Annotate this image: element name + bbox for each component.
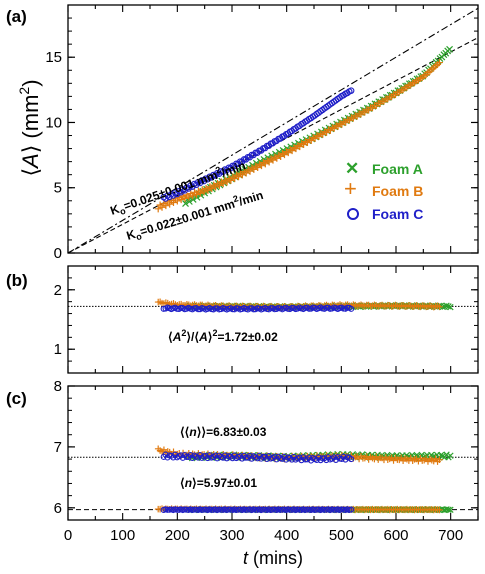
- panel-c-y-axis: 6 7 8: [54, 378, 478, 521]
- panel-b-label: (b): [6, 271, 28, 290]
- x-tick-label: 600: [383, 527, 408, 544]
- ratio-annotation: ⟨A2⟩/⟨A⟩2=1.72±0.02: [168, 328, 278, 344]
- data-point-foam-b: [435, 59, 443, 67]
- panel-c-data: [67, 386, 479, 520]
- data-point-foam-c: [225, 506, 232, 513]
- data-point-foam-a: [182, 200, 189, 208]
- data-point-foam-b: [158, 203, 166, 211]
- y-tick-label: 6: [54, 500, 62, 517]
- y-tick-label: 0: [54, 245, 62, 262]
- panel-a-label: (a): [6, 7, 27, 26]
- data-point-foam-b: [436, 303, 443, 311]
- data-point-foam-b: [173, 197, 181, 205]
- x-tick-label: 500: [329, 527, 354, 544]
- data-point-foam-c: [348, 456, 355, 463]
- legend: ✕ Foam A + Foam B Foam C: [344, 159, 423, 222]
- y-tick-label: 5: [54, 180, 62, 197]
- fit-line: [67, 37, 479, 254]
- data-point-foam-b: [162, 202, 170, 210]
- y-tick-label: 2: [54, 282, 62, 299]
- y-tick-label: 8: [54, 378, 62, 395]
- mean-neighbor-annotation: ⟨⟨n⟩⟩=6.83±0.03: [180, 425, 267, 439]
- data-point-foam-a: [445, 506, 452, 513]
- data-point-foam-b: [181, 194, 189, 202]
- data-point-foam-c: [338, 506, 345, 513]
- legend-label-foam-b: Foam B: [372, 183, 423, 199]
- data-point-foam-c: [304, 506, 311, 513]
- legend-label-foam-a: Foam A: [372, 161, 423, 177]
- panel-c-x-axis: 0 100 200 300 400 500 600 700: [64, 527, 463, 544]
- panel-a-y-axis-label: ⟨A⟩ (mm2): [16, 79, 43, 176]
- fit-line: [67, 7, 479, 254]
- data-point-foam-b: [212, 183, 220, 191]
- panel-a-y-axis: 0 5 10 15: [45, 4, 478, 262]
- panel-b-data: [67, 266, 479, 373]
- data-point-foam-c: [348, 506, 355, 513]
- legend-marker-foam-c: [347, 208, 359, 220]
- y-tick-label: 1: [54, 341, 62, 358]
- data-point-foam-b: [208, 185, 216, 193]
- data-point-foam-c: [173, 506, 181, 513]
- data-point-foam-a: [447, 506, 454, 514]
- data-point-foam-c: [252, 506, 259, 513]
- data-point-foam-b: [204, 186, 212, 194]
- data-point-foam-c: [323, 304, 330, 311]
- data-point-foam-c: [195, 306, 202, 313]
- data-point-foam-c: [242, 506, 250, 513]
- x-tick-label: 700: [438, 527, 463, 544]
- data-point-foam-a: [447, 452, 454, 459]
- panel-c-frame: [67, 385, 479, 521]
- y-tick-label: 10: [45, 114, 62, 131]
- data-point-foam-c: [306, 305, 313, 312]
- panel-a-data: [67, 5, 479, 254]
- data-point-foam-c: [321, 506, 328, 513]
- mean-sides-annotation: ⟨n⟩=5.97±0.01: [180, 476, 257, 490]
- panel-b-y-axis: 12: [54, 265, 478, 374]
- x-tick-label: 200: [165, 527, 190, 544]
- legend-label-foam-c: Foam C: [372, 206, 423, 222]
- panel-c: (c) 6 7 8 0 100 200 300 400 500 600 700 ⟨⟨n⟩⟩=6.8…: [6, 378, 479, 568]
- panel-b-frame: [67, 265, 479, 374]
- x-tick-label: 0: [64, 527, 72, 544]
- data-point-foam-c: [208, 506, 215, 513]
- data-point-foam-b: [154, 205, 162, 213]
- x-tick-label: 300: [219, 527, 244, 544]
- x-tick-label: 100: [110, 527, 135, 544]
- data-point-foam-a: [443, 302, 450, 309]
- y-tick-label: 7: [54, 439, 62, 456]
- panel-b: (b) 12 ⟨A2⟩/⟨A⟩2=1.72±0.02: [6, 265, 479, 374]
- data-point-foam-a: [447, 303, 454, 311]
- data-point-foam-a: [185, 198, 193, 205]
- legend-marker-foam-b: +: [344, 176, 357, 201]
- data-point-foam-c: [269, 506, 276, 513]
- y-tick-label: 15: [45, 49, 62, 66]
- data-point-foam-a: [445, 303, 452, 310]
- data-point-foam-b: [177, 196, 185, 204]
- data-point-foam-a: [446, 45, 453, 53]
- data-point-foam-c: [348, 305, 355, 312]
- panel-c-x-axis-label: t (mins): [243, 548, 303, 568]
- data-point-foam-c: [212, 305, 219, 312]
- data-point-foam-b: [185, 193, 193, 201]
- data-point-foam-c: [250, 306, 257, 313]
- data-point-foam-c: [191, 506, 198, 513]
- data-point-foam-b: [436, 456, 443, 464]
- data-point-foam-b: [200, 188, 208, 196]
- x-tick-label: 400: [274, 527, 299, 544]
- data-point-foam-b: [166, 200, 174, 208]
- data-point-foam-c: [347, 87, 355, 94]
- data-point-foam-c: [286, 506, 294, 513]
- data-point-foam-b: [436, 506, 443, 514]
- legend-marker-foam-a: ✕: [345, 159, 359, 178]
- data-point-foam-b: [170, 199, 178, 207]
- panel-c-label: (c): [6, 389, 27, 408]
- data-point-foam-c: [267, 305, 274, 312]
- panel-a-frame: [67, 4, 479, 254]
